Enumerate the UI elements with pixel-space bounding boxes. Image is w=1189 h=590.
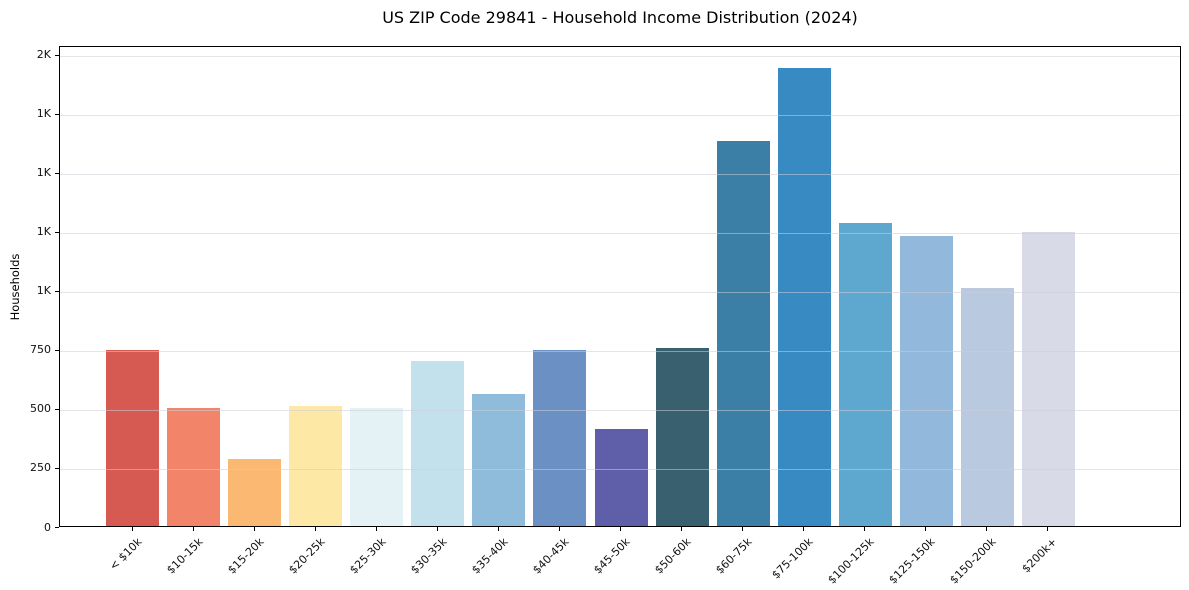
bar bbox=[289, 405, 343, 526]
x-tick-mark bbox=[192, 527, 194, 531]
x-tick-mark bbox=[436, 527, 439, 531]
x-tick-label: $40-45k bbox=[530, 535, 572, 577]
x-tick-mark bbox=[803, 527, 805, 531]
x-tick-label: $20-25k bbox=[285, 535, 328, 577]
x-tick-mark bbox=[864, 527, 866, 531]
x-tick-label: $25-30k bbox=[347, 535, 389, 577]
x-tick-mark bbox=[497, 527, 500, 531]
y-tick-label: 250 bbox=[30, 461, 51, 475]
x-tick-mark bbox=[314, 527, 316, 531]
x-tick-label: $60-75k bbox=[713, 535, 755, 577]
plot-area bbox=[59, 46, 1181, 527]
y-tick-mark bbox=[55, 172, 59, 174]
x-tick-mark bbox=[1047, 527, 1049, 531]
x-tick-mark bbox=[925, 527, 927, 531]
x-tick-mark bbox=[620, 527, 622, 531]
bar bbox=[167, 407, 221, 526]
y-tick-label: 1K bbox=[36, 225, 51, 239]
x-tick-label: $10-15k bbox=[163, 535, 206, 577]
y-tick-label: 2K bbox=[36, 48, 51, 62]
y-tick-mark bbox=[55, 467, 59, 470]
x-tick-label: $30-35k bbox=[408, 535, 450, 577]
bar bbox=[960, 287, 1014, 526]
x-tick-label: $45-50k bbox=[591, 535, 633, 577]
bar bbox=[899, 235, 953, 526]
y-tick-mark bbox=[55, 54, 59, 56]
y-tick-mark bbox=[55, 527, 59, 529]
bar bbox=[228, 458, 282, 526]
x-tick-mark bbox=[131, 527, 133, 531]
bar bbox=[838, 222, 892, 526]
x-tick-mark bbox=[253, 527, 255, 531]
y-tick-label: 0 bbox=[44, 520, 51, 534]
gridline bbox=[60, 232, 1180, 234]
bar bbox=[1021, 232, 1075, 526]
bar bbox=[106, 350, 160, 526]
x-tick-label: $150-200k bbox=[947, 535, 999, 587]
y-tick-mark bbox=[55, 408, 59, 411]
x-tick-mark bbox=[375, 527, 377, 531]
bar bbox=[777, 67, 831, 526]
x-tick-mark bbox=[558, 527, 561, 531]
gridline bbox=[60, 173, 1180, 175]
bar bbox=[594, 429, 648, 526]
y-tick-label: 1K bbox=[36, 284, 51, 298]
y-tick-mark bbox=[55, 349, 59, 352]
bar bbox=[350, 407, 404, 526]
bar bbox=[655, 347, 709, 526]
x-tick-mark bbox=[681, 527, 683, 531]
bar bbox=[716, 141, 770, 526]
x-tick-label: $125-150k bbox=[886, 535, 938, 587]
y-tick-label: 1K bbox=[36, 107, 51, 121]
y-tick-label: 500 bbox=[30, 402, 51, 416]
y-tick-label: 750 bbox=[30, 343, 51, 357]
gridline bbox=[60, 114, 1180, 116]
x-tick-mark bbox=[742, 527, 744, 531]
y-tick-mark bbox=[55, 113, 59, 115]
gridline bbox=[60, 55, 1180, 57]
y-tick-label: 1K bbox=[36, 166, 51, 180]
x-tick-label: $200k+ bbox=[1019, 535, 1060, 576]
x-tick-mark bbox=[986, 527, 988, 531]
x-tick-label: $35-40k bbox=[469, 535, 511, 577]
bar bbox=[472, 393, 526, 526]
x-tick-label: < $10k bbox=[106, 535, 145, 573]
bar bbox=[533, 350, 587, 526]
x-tick-label: $100-125k bbox=[825, 535, 877, 587]
bar bbox=[411, 360, 465, 526]
x-tick-label: $15-20k bbox=[224, 535, 267, 577]
y-tick-mark bbox=[55, 290, 59, 293]
y-tick-mark bbox=[55, 231, 59, 234]
x-tick-label: $75-100k bbox=[769, 535, 816, 582]
chart-title: US ZIP Code 29841 - Household Income Dis… bbox=[382, 8, 858, 27]
x-tick-label: $50-60k bbox=[652, 535, 694, 577]
